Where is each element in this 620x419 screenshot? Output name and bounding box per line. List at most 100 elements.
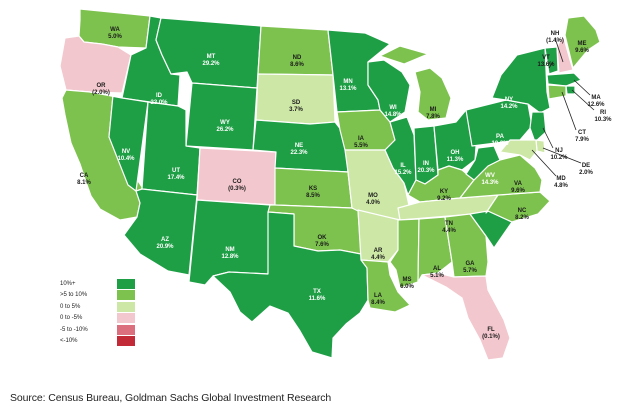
state-label-nc: NC 8.2% [515, 208, 529, 221]
state-abbr: OR [97, 83, 107, 89]
state-label-pa: PA 10.3% [491, 134, 509, 147]
state-label-ga: GA 5.7% [463, 261, 477, 274]
state-label-nv: NV 10.4% [117, 149, 135, 162]
state-abbr: IL [400, 163, 406, 169]
state-value: 12.8% [221, 254, 239, 260]
state-abbr: VA [514, 181, 523, 187]
state-ny [491, 47, 551, 114]
state-value: 8.6% [290, 62, 304, 68]
state-label-ca: CA 8.1% [77, 173, 91, 186]
state-label-nd: ND 8.6% [290, 55, 304, 68]
state-tx [212, 211, 369, 359]
leader-line-nj [542, 127, 554, 149]
state-value: 29.2% [202, 61, 220, 67]
state-value: 13.1% [339, 86, 357, 92]
state-label-ri: RI 10.3% [594, 110, 612, 123]
state-value: 8.5% [306, 193, 320, 199]
state-label-ok: OK 7.6% [315, 235, 329, 248]
state-label-az: AZ 20.9% [156, 237, 174, 250]
us-state-map: WA 5.0% OR (2.0%) CA 8.1% ID 23.0% NV 10.4% MT 29.2… [59, 8, 612, 361]
state-value: 10.2% [550, 155, 568, 161]
state-abbr: FL [487, 327, 495, 333]
state-value: (1.4%) [546, 38, 564, 44]
state-sd [255, 73, 336, 125]
state-label-fl: FL (0.1%) [482, 327, 500, 340]
state-value: 7.8% [426, 114, 440, 120]
state-abbr: AR [374, 248, 383, 254]
legend-item-mid: >5 to 10% [60, 290, 150, 301]
state-label-mt: MT 29.2% [202, 54, 220, 67]
state-label-al: AL 5.1% [430, 266, 444, 279]
state-abbr: MT [207, 54, 216, 60]
state-label-sd: SD 3.7% [289, 100, 303, 113]
state-label-mo: MO 4.0% [366, 193, 380, 206]
state-abbr: SC [501, 237, 510, 243]
state-abbr: WI [389, 105, 397, 111]
legend-label: 0 to 5% [60, 303, 81, 310]
state-value: 22.3% [290, 150, 308, 156]
legend-swatch [117, 324, 135, 335]
legend-swatch [117, 279, 135, 289]
state-abbr: OK [318, 235, 328, 241]
state-value: 4.8% [554, 183, 568, 189]
state-abbr: TX [313, 289, 321, 295]
state-label-la: LA 8.4% [371, 293, 385, 306]
state-abbr: TN [445, 221, 453, 227]
state-value: 9.2% [437, 196, 451, 202]
leader-line-ma [573, 79, 591, 96]
leader-line-ri [571, 89, 595, 111]
state-abbr: AZ [161, 237, 169, 243]
state-label-wv: WV 14.3% [481, 173, 499, 186]
legend-label: >5 to 10% [60, 292, 88, 299]
state-value: 10.3% [594, 117, 612, 123]
state-md [499, 139, 538, 161]
legend-item-red: -5 to -10% [60, 324, 150, 336]
state-label-nj: NJ 10.2% [550, 148, 568, 161]
state-value: 5.0% [108, 34, 122, 40]
state-value: 6.0% [400, 284, 414, 290]
state-label-mi: MI 7.8% [426, 107, 440, 120]
state-value: 5.7% [463, 268, 477, 274]
state-il [384, 116, 417, 196]
state-abbr: AL [433, 266, 441, 272]
state-wi [367, 59, 411, 123]
state-value: 8.2% [515, 215, 529, 221]
state-value: 26.2% [216, 127, 234, 133]
state-mi [379, 45, 452, 121]
legend-label: <-10% [60, 337, 78, 344]
state-value: 9.6% [511, 188, 525, 194]
state-abbr: NV [122, 149, 130, 155]
state-value: 5.1% [430, 273, 444, 279]
state-ma [546, 72, 582, 87]
state-abbr: NE [295, 143, 303, 149]
state-label-ma: MA 12.6% [587, 95, 605, 108]
legend-label: -5 to -10% [60, 326, 88, 333]
state-value: 20.9% [156, 244, 174, 250]
state-abbr: GA [466, 261, 476, 267]
state-abbr: NM [225, 247, 234, 253]
state-abbr: IA [358, 136, 365, 142]
state-label-wi: WI 14.8% [384, 105, 402, 118]
state-label-ks: KS 8.5% [306, 186, 320, 199]
source-note: Source: Census Bureau, Goldman Sachs Glo… [10, 392, 332, 404]
state-abbr: MD [556, 176, 566, 182]
state-value: 14.8% [384, 112, 402, 118]
state-value: 23.0% [150, 100, 168, 106]
us-map-container: WA 5.0% OR (2.0%) CA 8.1% ID 23.0% NV 10.4% MT 29.2… [59, 8, 612, 361]
state-value: 20.3% [417, 168, 435, 174]
state-value: 4.4% [442, 228, 456, 234]
state-label-oh: OH 11.3% [447, 150, 464, 163]
state-sc [469, 210, 513, 249]
state-value: 13.6% [537, 62, 555, 68]
state-value: 7.9% [575, 137, 589, 143]
state-label-tn: TN 4.4% [442, 221, 456, 234]
state-abbr: NY [505, 97, 513, 103]
state-ct [547, 84, 567, 100]
state-label-ut: UT 17.4% [167, 168, 185, 181]
state-abbr: SD [292, 100, 301, 106]
state-abbr: CT [578, 130, 586, 136]
state-ar [357, 209, 401, 263]
state-value: 8.1% [77, 180, 91, 186]
state-value: (0.3%) [228, 186, 246, 192]
state-abbr: PA [496, 134, 505, 140]
